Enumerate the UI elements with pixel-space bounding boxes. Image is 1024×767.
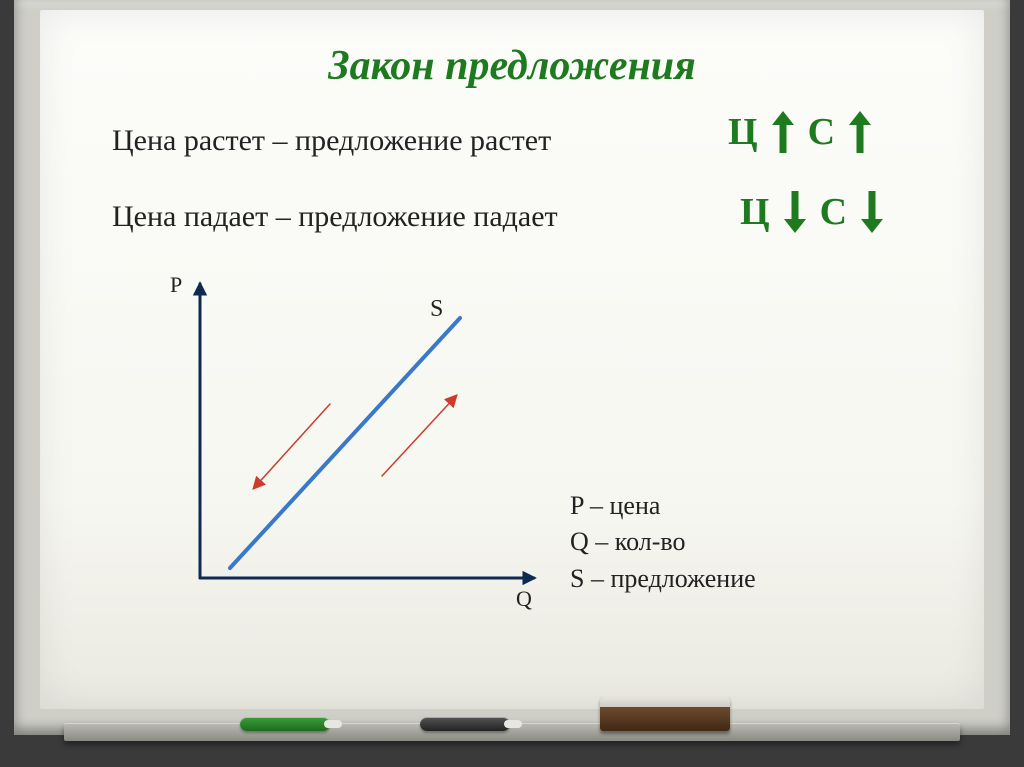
statement-price-up: Цена растет – предложение растет <box>112 124 551 158</box>
black-marker-icon <box>420 717 510 731</box>
arrow-up-icon <box>849 111 871 153</box>
notation-down: Ц С <box>740 190 883 234</box>
statement-price-down: Цена падает – предложение падает <box>112 200 558 234</box>
legend-item: Q – кол-во <box>570 524 756 560</box>
whiteboard: Закон предложения Цена растет – предложе… <box>40 10 984 709</box>
notation-supply-label: С <box>808 110 835 154</box>
legend-item: S – предложение <box>570 561 756 597</box>
notation-price-label: Ц <box>728 110 758 154</box>
green-marker-icon <box>240 717 330 731</box>
eraser-icon <box>600 697 730 731</box>
arrow-down-icon <box>861 191 883 233</box>
supply-chart: P Q S <box>160 278 540 598</box>
notation-price-label: Ц <box>740 190 770 234</box>
whiteboard-frame: Закон предложения Цена растет – предложе… <box>0 0 1024 767</box>
y-axis-label: P <box>170 272 182 298</box>
arrow-up-icon <box>772 111 794 153</box>
arrow-down-icon <box>784 191 806 233</box>
curve-label: S <box>430 296 443 323</box>
legend: P – цена Q – кол-во S – предложение <box>570 488 756 597</box>
legend-item: P – цена <box>570 488 756 524</box>
chart-svg <box>160 278 540 598</box>
x-axis-label: Q <box>516 586 532 612</box>
notation-supply-label: С <box>820 190 847 234</box>
slide-title: Закон предложения <box>40 42 984 90</box>
notation-up: Ц С <box>728 110 871 154</box>
